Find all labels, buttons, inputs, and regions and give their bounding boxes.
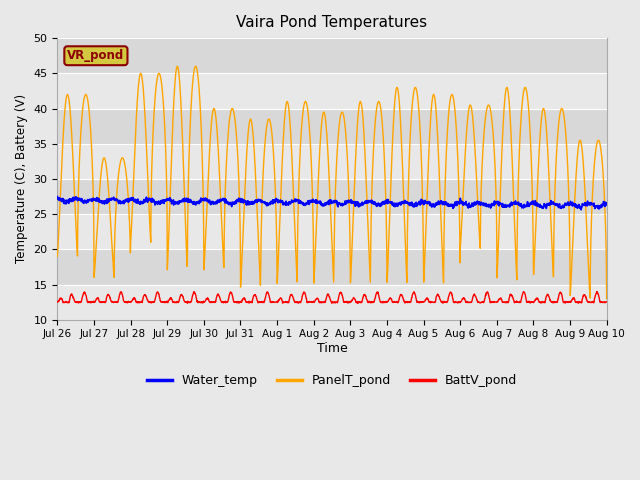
Y-axis label: Temperature (C), Battery (V): Temperature (C), Battery (V) — [15, 95, 28, 264]
Legend: Water_temp, PanelT_pond, BattV_pond: Water_temp, PanelT_pond, BattV_pond — [142, 370, 522, 392]
Title: Vaira Pond Temperatures: Vaira Pond Temperatures — [236, 15, 428, 30]
Bar — [58, 214, 607, 249]
Bar — [58, 38, 607, 73]
Text: VR_pond: VR_pond — [67, 49, 125, 62]
Bar — [58, 249, 607, 285]
Bar — [58, 73, 607, 108]
Bar — [58, 285, 607, 320]
Bar — [58, 108, 607, 144]
Bar — [58, 144, 607, 179]
Bar — [58, 179, 607, 214]
X-axis label: Time: Time — [317, 342, 348, 355]
